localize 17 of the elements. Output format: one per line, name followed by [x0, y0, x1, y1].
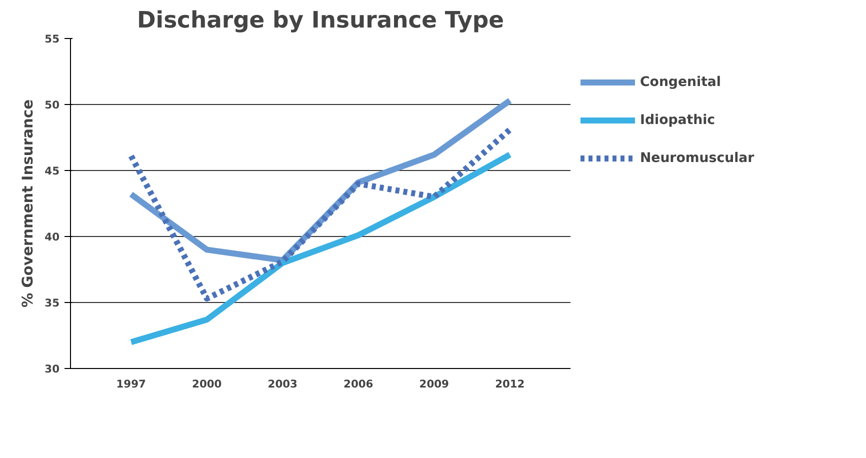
chart-title: Discharge by Insurance Type — [137, 8, 504, 34]
y-tick-label: 45 — [44, 164, 60, 178]
legend-label: Idiopathic — [640, 112, 716, 128]
x-tick-label: 2003 — [268, 378, 298, 390]
y-tick-label: 30 — [44, 362, 60, 376]
y-tick-label: 40 — [44, 230, 60, 244]
y-tick-label: 50 — [44, 98, 60, 112]
y-tick-label: 35 — [44, 296, 60, 310]
x-tick-label: 2000 — [192, 378, 222, 390]
x-tick-label: 2012 — [495, 378, 525, 390]
x-tick-label: 2009 — [419, 378, 449, 390]
legend-label: Neuromuscular — [640, 150, 754, 166]
legend-label: Congenital — [640, 74, 721, 90]
y-axis-title: % Government Insurance — [20, 99, 37, 308]
x-tick-label: 1997 — [116, 378, 146, 390]
x-tick-label: 2006 — [344, 378, 374, 390]
y-tick-label: 55 — [44, 32, 60, 46]
